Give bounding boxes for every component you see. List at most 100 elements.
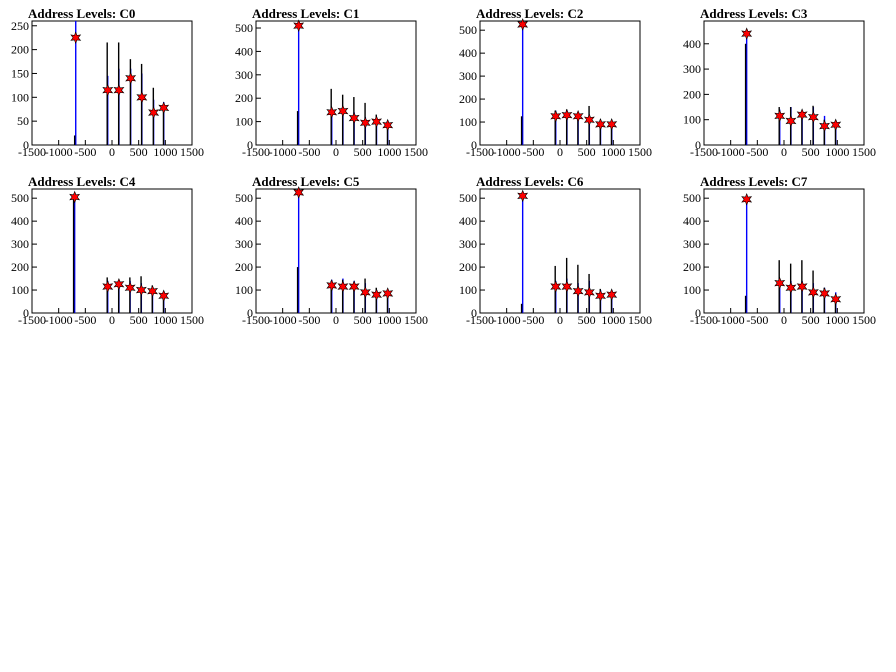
peak-marker — [517, 18, 529, 31]
x-tick-label: -1500 — [690, 313, 718, 327]
y-tick-label: 0 — [23, 138, 29, 152]
chart-panel: Address Levels: C70100200300400500-1500-… — [683, 174, 876, 327]
y-tick-label: 500 — [11, 191, 29, 205]
peak-marker — [517, 189, 529, 203]
peak-marker — [348, 280, 360, 293]
y-tick-label: 500 — [459, 23, 477, 37]
x-tick-label: -1500 — [18, 145, 46, 159]
peak-marker — [158, 289, 170, 303]
peak-marker — [561, 108, 573, 122]
x-tick-label: 0 — [781, 145, 787, 159]
x-tick-label: 1000 — [601, 145, 625, 159]
x-tick-label: -500 — [522, 145, 544, 159]
peak-marker — [796, 280, 808, 293]
peak-marker — [741, 192, 753, 206]
peak-marker — [741, 27, 753, 41]
x-tick-label: 0 — [333, 313, 339, 327]
x-tick-label: 500 — [130, 313, 148, 327]
y-tick-label: 300 — [235, 68, 253, 82]
x-tick-label: 1000 — [377, 145, 401, 159]
peak-marker — [606, 288, 618, 301]
peak-marker — [382, 287, 394, 300]
y-tick-label: 200 — [235, 91, 253, 105]
x-tick-label: 0 — [781, 313, 787, 327]
y-tick-label: 400 — [459, 46, 477, 60]
plot-frame — [703, 20, 865, 146]
y-tick-label: 400 — [11, 214, 29, 228]
chart-panel: Address Levels: C20100200300400500-1500-… — [459, 6, 652, 159]
peak-marker — [583, 285, 595, 299]
x-tick-label: 1500 — [180, 145, 204, 159]
chart-title: Address Levels: C3 — [700, 6, 808, 21]
plot-frame — [31, 188, 193, 314]
peak-marker — [69, 190, 81, 204]
chart-panel: Address Levels: C60100200300400500-1500-… — [459, 174, 652, 327]
plot-frame — [255, 20, 417, 146]
peak-marker — [819, 287, 831, 300]
x-tick-label: -1000 — [45, 313, 73, 327]
peak-marker — [774, 109, 786, 123]
chart-title: Address Levels: C1 — [252, 6, 359, 21]
x-tick-label: -1000 — [45, 145, 73, 159]
x-tick-label: -500 — [298, 145, 320, 159]
x-tick-label: -500 — [746, 145, 768, 159]
peak-marker — [158, 101, 170, 115]
peak-marker — [125, 71, 137, 85]
x-tick-label: 1000 — [153, 313, 177, 327]
x-tick-label: 1500 — [404, 313, 428, 327]
x-tick-label: 0 — [109, 145, 115, 159]
peak-marker — [796, 108, 808, 121]
x-tick-label: -1000 — [717, 145, 745, 159]
y-tick-label: 100 — [683, 113, 701, 127]
y-tick-label: 100 — [683, 283, 701, 297]
plot-frame — [479, 188, 641, 314]
x-tick-label: 500 — [578, 145, 596, 159]
chart-title: Address Levels: C7 — [700, 174, 808, 189]
y-tick-label: 200 — [459, 92, 477, 106]
x-tick-label: 500 — [802, 145, 820, 159]
x-tick-label: -1500 — [690, 145, 718, 159]
peak-marker — [148, 106, 160, 119]
x-tick-label: 0 — [557, 145, 563, 159]
chart-title: Address Levels: C4 — [28, 174, 136, 189]
x-tick-label: 0 — [109, 313, 115, 327]
y-tick-label: 200 — [459, 260, 477, 274]
x-tick-label: -1000 — [269, 145, 297, 159]
peak-marker — [830, 118, 842, 132]
y-tick-label: 300 — [11, 237, 29, 251]
x-tick-label: 1000 — [601, 313, 625, 327]
x-tick-label: -1500 — [466, 145, 494, 159]
peak-marker — [561, 280, 573, 293]
y-tick-label: 200 — [683, 87, 701, 101]
x-tick-label: -500 — [298, 313, 320, 327]
x-tick-label: 1500 — [852, 145, 876, 159]
peak-marker — [583, 113, 595, 126]
y-tick-label: 400 — [235, 214, 253, 228]
peak-marker — [147, 284, 159, 298]
y-tick-label: 50 — [17, 114, 29, 128]
x-tick-label: 0 — [557, 313, 563, 327]
plot-frame — [255, 188, 417, 314]
x-tick-label: -500 — [74, 145, 96, 159]
y-tick-label: 100 — [235, 283, 253, 297]
peak-marker — [113, 83, 125, 97]
x-tick-label: -1500 — [18, 313, 46, 327]
x-tick-label: -1000 — [269, 313, 297, 327]
peak-marker — [337, 280, 349, 293]
peak-marker — [136, 90, 148, 104]
x-tick-label: -1000 — [717, 313, 745, 327]
y-tick-label: 300 — [683, 62, 701, 76]
peak-marker — [326, 279, 338, 292]
chart-title: Address Levels: C5 — [252, 174, 360, 189]
chart-panel: Address Levels: C50100200300400500-1500-… — [235, 174, 428, 327]
y-tick-label: 100 — [11, 283, 29, 297]
y-tick-label: 150 — [11, 66, 29, 80]
peak-marker — [348, 111, 360, 125]
x-tick-label: 500 — [130, 145, 148, 159]
peak-marker — [807, 285, 819, 299]
x-tick-label: -1500 — [242, 145, 270, 159]
peak-marker — [606, 117, 618, 131]
chart-panel: Address Levels: C0 0 50 100 150 200 250 -1500-1… — [11, 6, 204, 159]
y-tick-label: 300 — [235, 237, 253, 251]
